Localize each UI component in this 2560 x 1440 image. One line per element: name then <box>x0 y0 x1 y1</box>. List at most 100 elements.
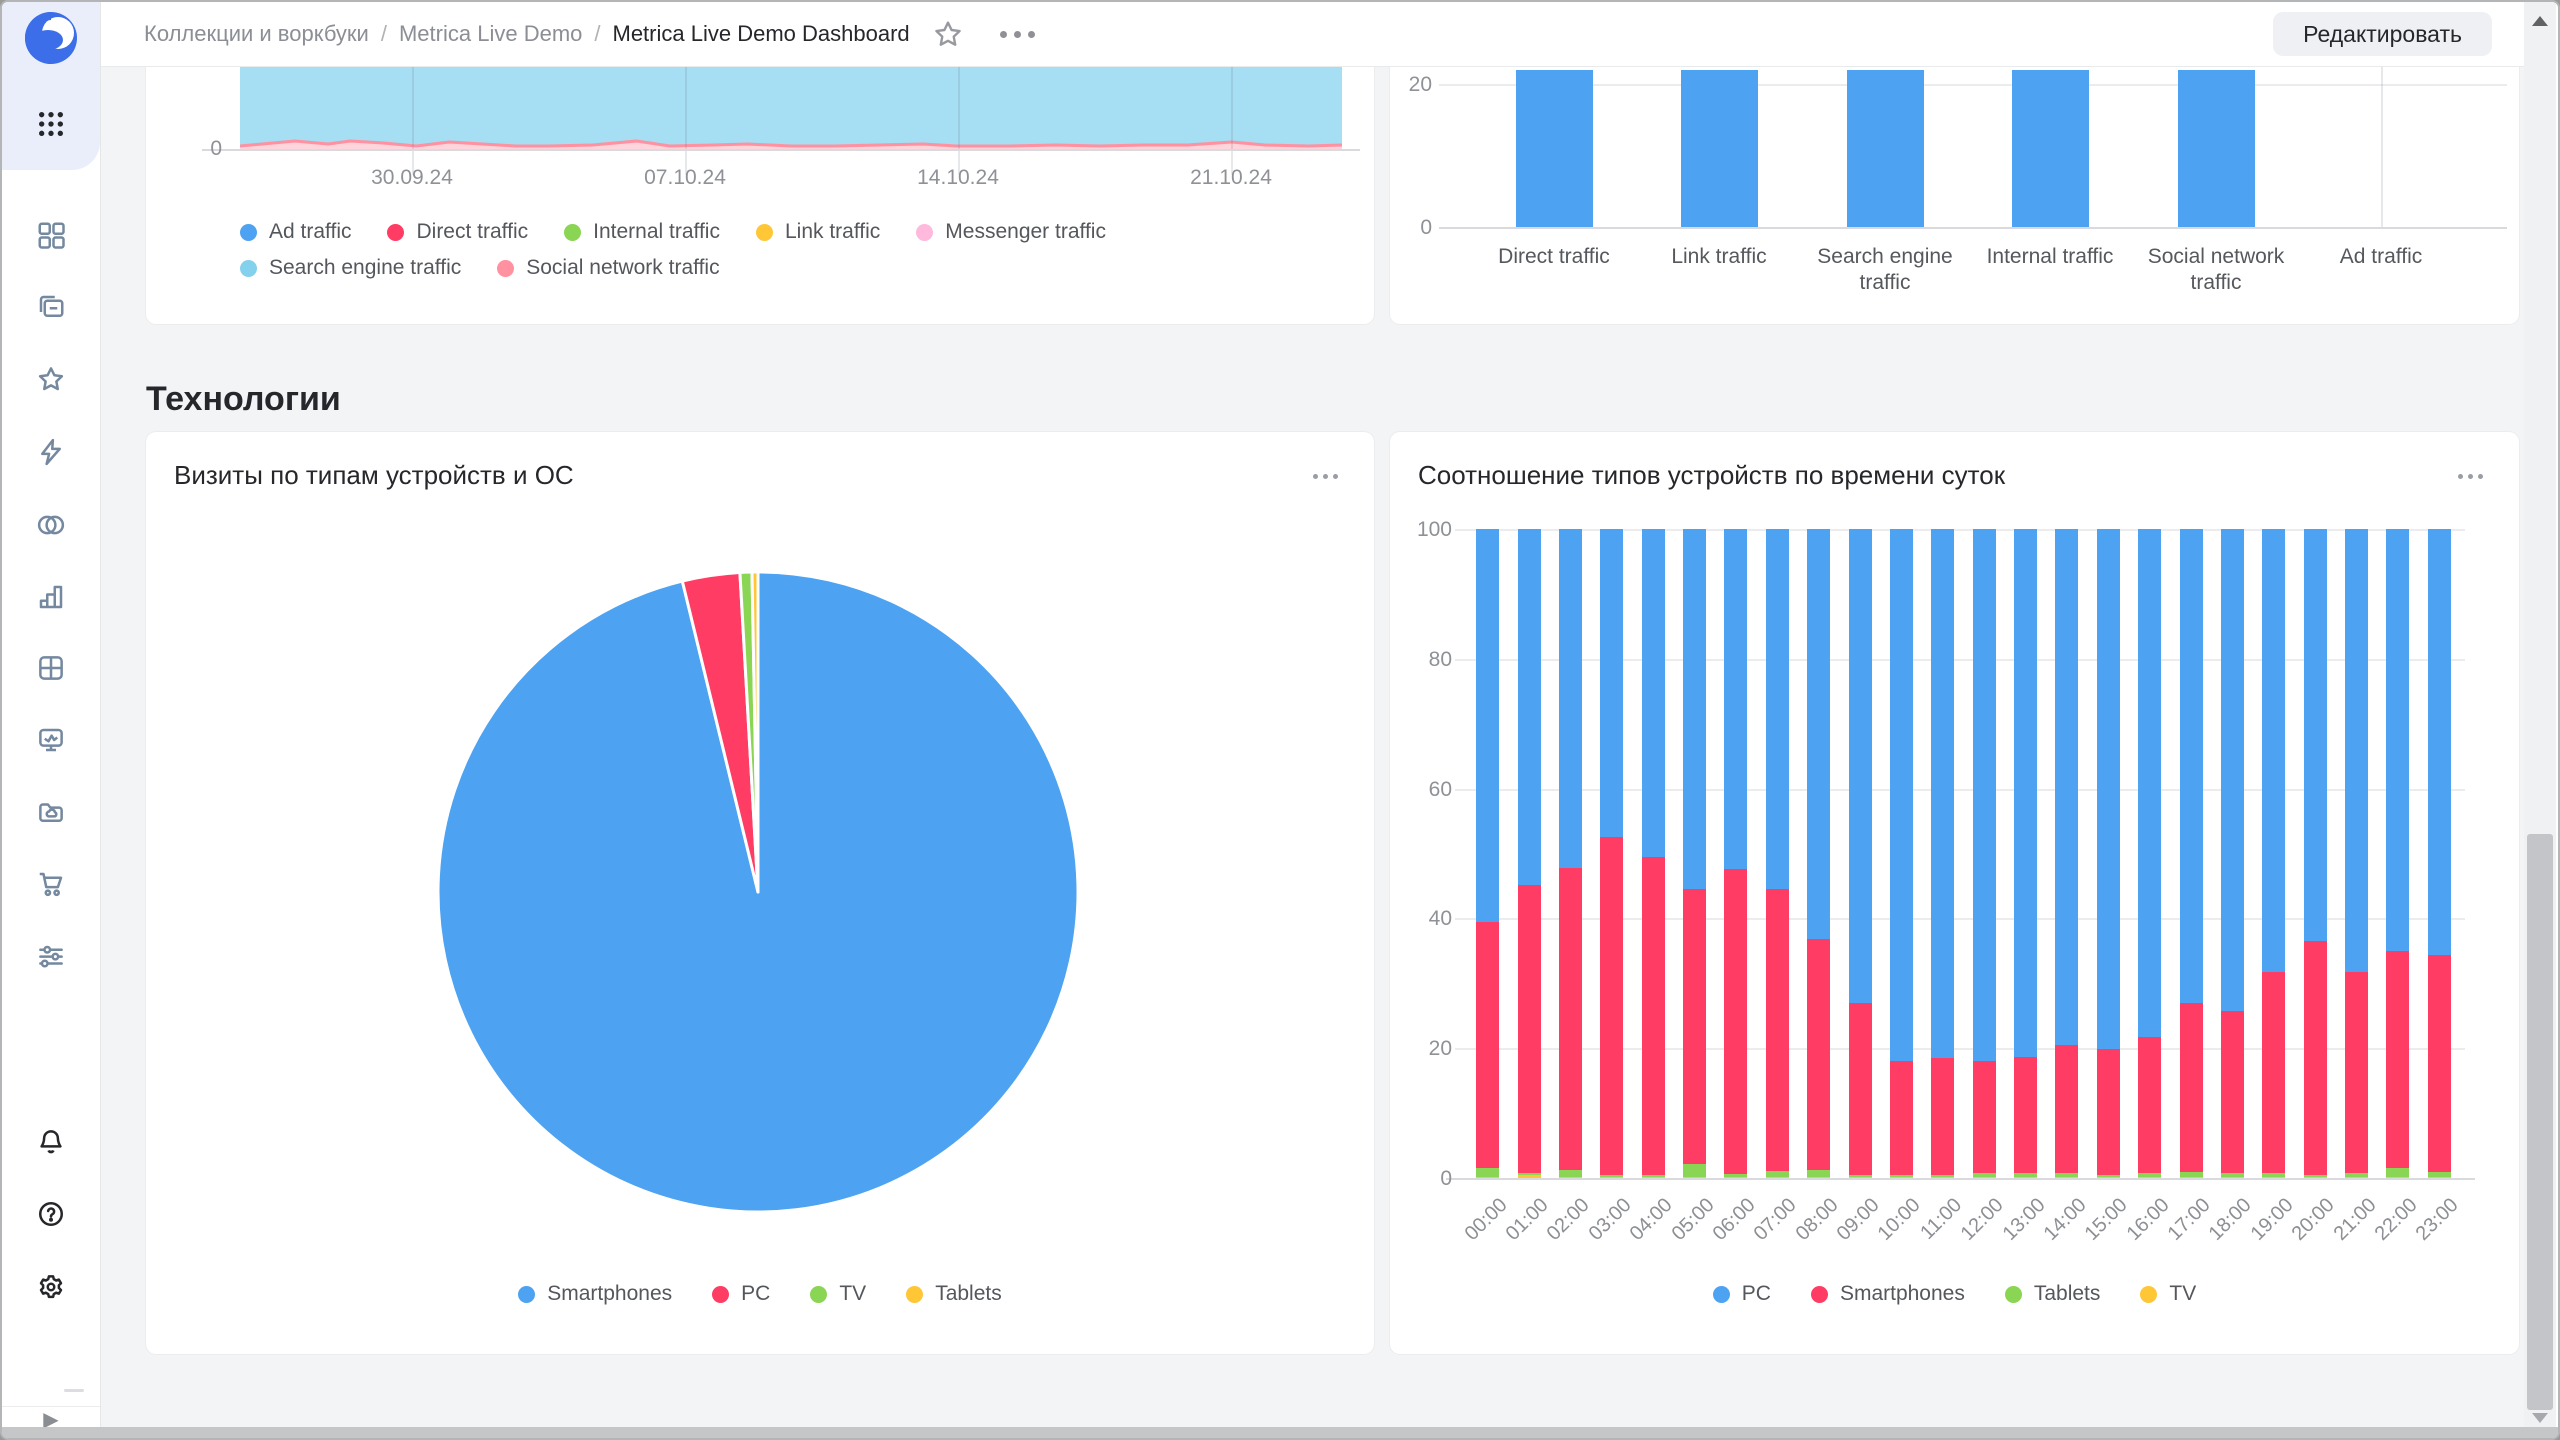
stacked-segment-tablets <box>1889 1174 1913 1178</box>
connections-lightning-icon[interactable] <box>2 437 100 467</box>
favorite-star-button[interactable] <box>928 14 968 54</box>
y-axis-tick-label: 40 <box>1428 907 1452 931</box>
legend-dot-icon <box>240 223 257 241</box>
x-axis-tick-label: 03:00 <box>1584 1194 1636 1245</box>
x-axis-tick-label: 07.10.24 <box>644 166 726 189</box>
x-axis-tick-label: 14.10.24 <box>917 166 999 189</box>
legend-item[interactable]: Smartphones <box>518 1282 672 1306</box>
legend-item[interactable]: Internal traffic <box>564 220 720 244</box>
legend-item[interactable]: Tablets <box>906 1282 1002 1306</box>
storage-folder-icon[interactable] <box>2 797 100 827</box>
y-axis-tick-label: 100 <box>1416 518 1452 541</box>
stacked-segment-smartphones <box>1848 1003 1872 1176</box>
legend-item[interactable]: PC <box>1712 1282 1771 1306</box>
breadcrumb-workbook[interactable]: Metrica Live Demo <box>398 21 583 46</box>
favorites-star-icon[interactable] <box>2 364 100 394</box>
breadcrumb-collections[interactable]: Коллекции и воркбуки <box>144 21 369 46</box>
breadcrumb-separator: / <box>380 21 387 46</box>
stacked-segment-tablets <box>2345 1173 2369 1178</box>
widget-menu-button[interactable] <box>2450 466 2491 487</box>
legend-item[interactable]: PC <box>712 1282 770 1306</box>
stacked-segment-tablets <box>1848 1175 1872 1178</box>
stacked-segment-smartphones <box>1931 1057 1955 1175</box>
datalens-logo-icon[interactable] <box>2 10 100 66</box>
x-axis-tick-label: 01:00 <box>1501 1194 1553 1245</box>
stacked-segment-smartphones <box>1641 856 1665 1175</box>
services-sliders-icon[interactable] <box>2 941 100 971</box>
apps-grid-icon[interactable] <box>2 108 100 140</box>
stacked-segment-tv <box>2096 1177 2120 1178</box>
horizontal-scrollbar[interactable] <box>2 1427 2558 1438</box>
gridline-vertical <box>2381 66 2383 227</box>
category-label: Direct traffic <box>1498 245 1610 268</box>
legend-item[interactable]: Link traffic <box>755 220 880 244</box>
legend-item[interactable]: Tablets <box>2004 1282 2101 1306</box>
collections-icon[interactable] <box>2 292 100 322</box>
breadcrumb-current-dashboard: Metrica Live Demo Dashboard <box>612 21 910 46</box>
stacked-segment-tv <box>2386 1177 2410 1178</box>
dashboards-layout-icon[interactable] <box>2 653 100 683</box>
marketplace-cart-icon[interactable] <box>2 869 100 899</box>
stacked-segment-tv <box>1848 1177 1872 1178</box>
stacked-segment-smartphones <box>2096 1048 2120 1176</box>
legend-item[interactable]: Direct traffic <box>387 220 528 244</box>
legend-dot-icon <box>497 259 515 277</box>
legend-label: Messenger traffic <box>945 220 1106 243</box>
legend-item[interactable]: TV <box>810 1282 866 1306</box>
expand-sidebar-button[interactable]: ▶ <box>43 1409 59 1431</box>
legend-item[interactable]: Ad traffic <box>240 220 351 244</box>
stacked-segment-tablets <box>1931 1174 1955 1178</box>
traffic-area-chart <box>240 66 1342 149</box>
legend-item[interactable]: Social network traffic <box>497 256 720 280</box>
x-axis-tick-label: 21:00 <box>2329 1194 2381 1245</box>
pie-widget-title: Визиты по типам устройств и ОС <box>174 460 574 490</box>
stacked-segment-pc <box>1476 529 1500 922</box>
stacked-segment-tablets <box>1476 1168 1500 1178</box>
charts-bars-icon[interactable] <box>2 582 100 612</box>
datasets-venn-icon[interactable] <box>2 510 100 540</box>
gridline-vertical <box>412 66 414 175</box>
widgets-grid-icon[interactable] <box>2 220 100 250</box>
legend-item[interactable]: Messenger traffic <box>916 220 1106 244</box>
stacked-segment-tv <box>1972 1177 1996 1178</box>
legend-dot-icon <box>906 1285 924 1303</box>
sidebar-resize-handle[interactable] <box>64 1389 84 1392</box>
breadcrumb: Коллекции и воркбуки / Metrica Live Demo… <box>144 21 910 47</box>
traffic-columns-widget: 0 20 Direct traffic Link traffic Search eng… <box>1390 66 2519 324</box>
notifications-bell-icon[interactable] <box>2 1127 100 1157</box>
stacked-segment-smartphones <box>2220 1010 2244 1173</box>
vertical-scrollbar-thumb[interactable] <box>2527 834 2553 1410</box>
scroll-up-arrow-icon[interactable] <box>2532 16 2548 26</box>
legend-item[interactable]: TV <box>2140 1282 2196 1306</box>
legend-item[interactable]: Search engine traffic <box>240 256 461 280</box>
stacked-segment-tv <box>1683 1176 1707 1178</box>
edit-button[interactable]: Редактировать <box>2273 12 2492 56</box>
stacked-segment-tv <box>1517 1174 1541 1178</box>
x-axis-tick-label: 18:00 <box>2205 1194 2256 1245</box>
gridline-vertical <box>685 66 687 175</box>
x-axis-line <box>202 149 1360 151</box>
stacked-widget: Соотношение типов устройств по времени с… <box>1390 432 2519 1354</box>
more-actions-button[interactable] <box>990 21 1045 48</box>
stacked-segment-tablets <box>1600 1174 1624 1178</box>
gridline-vertical <box>1231 66 1233 175</box>
stacked-segment-tv <box>2345 1177 2369 1178</box>
settings-gear-icon[interactable] <box>2 1272 100 1302</box>
legend-label: Tablets <box>2033 1282 2101 1305</box>
monitoring-screen-icon[interactable] <box>2 725 100 755</box>
scroll-down-arrow-icon[interactable] <box>2532 1413 2548 1423</box>
stacked-segment-smartphones <box>2386 950 2410 1169</box>
y-axis-tick-label: 0 <box>1420 216 1432 239</box>
stacked-segment-smartphones <box>1683 888 1707 1165</box>
section-title: Технологии <box>146 380 341 419</box>
x-axis-tick-label: 12:00 <box>1956 1194 2008 1245</box>
column-bar <box>2178 69 2255 227</box>
widget-menu-button[interactable] <box>1305 466 1346 487</box>
vertical-scrollbar[interactable] <box>2524 2 2556 1429</box>
x-axis-tick-label: 17:00 <box>2163 1194 2215 1245</box>
y-axis-tick-label: 60 <box>1428 777 1452 801</box>
help-question-icon[interactable] <box>2 1199 100 1229</box>
x-axis-tick-label: 00:00 <box>1460 1194 1512 1245</box>
x-axis-line <box>1439 227 2507 229</box>
legend-item[interactable]: Smartphones <box>1810 1282 1965 1306</box>
